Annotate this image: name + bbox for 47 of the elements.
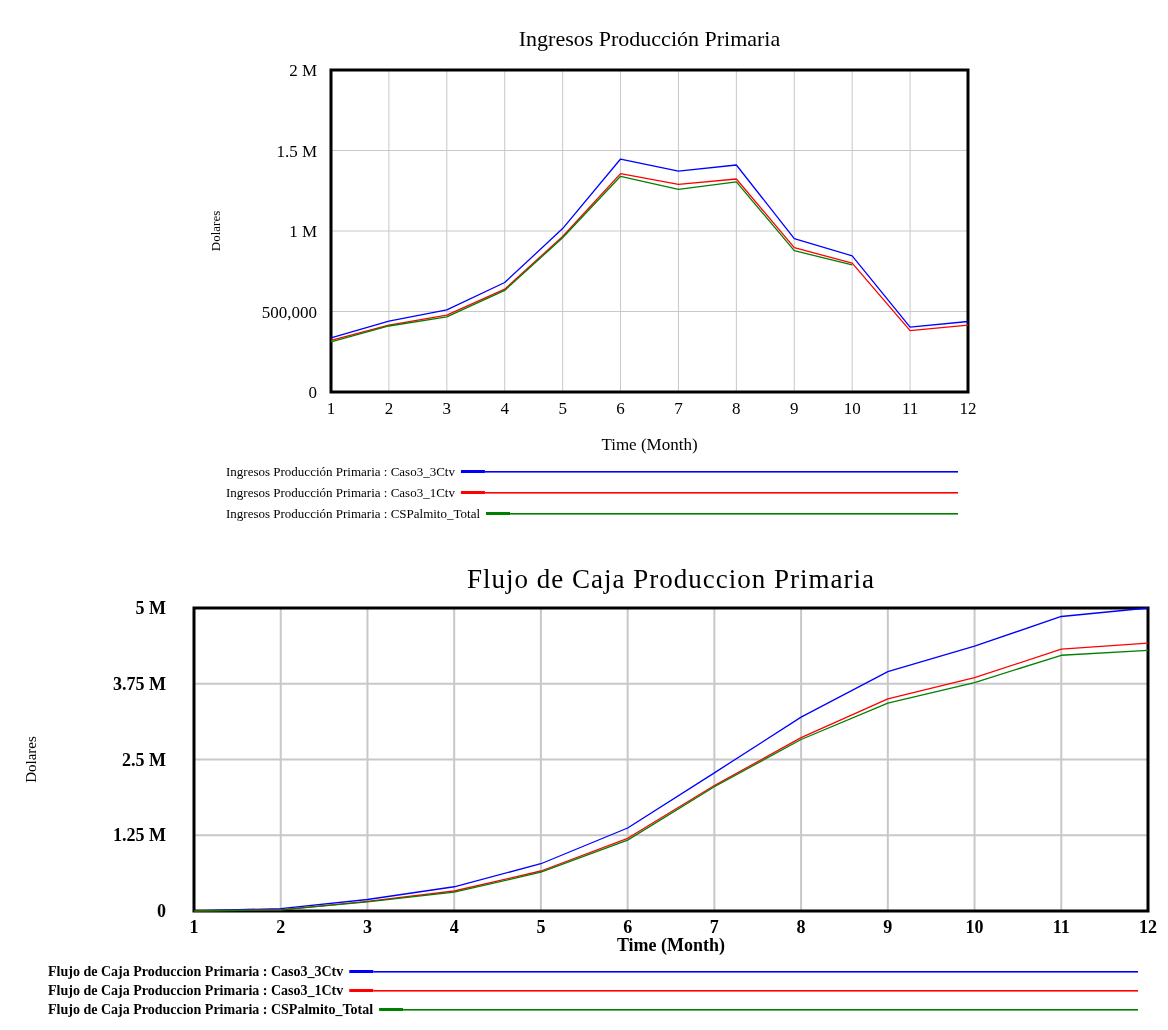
x-tick-label: 11 <box>901 399 919 418</box>
x-tick-label: 6 <box>616 399 625 418</box>
x-tick-label: 2 <box>384 399 394 418</box>
y-tick-label: 2.5 M <box>122 749 166 770</box>
x-tick-label: 12 <box>1139 917 1157 937</box>
x-axis-title: Time (Month) <box>616 935 726 956</box>
y-tick-label: 0 <box>308 383 317 402</box>
legend-label: Flujo de Caja Produccion Primaria : CSPalmito_Total <box>48 1002 374 1017</box>
y-tick-label: 0 <box>157 901 166 921</box>
y-tick-label: 1.5 M <box>276 141 317 161</box>
legend-label: Ingresos Producción Primaria : CSPalmito_Total <box>226 506 481 521</box>
x-tick-label: 8 <box>796 917 806 937</box>
x-tick-label: 1 <box>189 917 199 937</box>
legend-label: Flujo de Caja Produccion Primaria : Caso3_1Ctv <box>48 983 344 998</box>
line-series <box>330 175 853 343</box>
x-tick-label: 10 <box>965 917 984 937</box>
x-tick-label: 12 <box>959 399 977 418</box>
x-tick-label: 9 <box>883 917 893 937</box>
legend-label: Ingresos Producción Primaria : Caso3_3Ctv <box>226 464 456 479</box>
y-tick-label: 5 M <box>135 598 166 618</box>
x-tick-label: 6 <box>623 917 633 937</box>
y-axis-title: Dolares <box>23 736 39 783</box>
y-tick-label: 1.25 M <box>113 825 166 846</box>
x-tick-label: 2 <box>276 917 286 937</box>
x-tick-label: 7 <box>674 399 684 418</box>
x-tick-label: 5 <box>536 917 546 937</box>
x-tick-label: 1 <box>326 399 336 418</box>
y-tick-label: 500,000 <box>261 302 317 322</box>
chart-title: Ingresos Producción Primaria <box>518 26 781 51</box>
y-tick-label: 1 M <box>289 222 317 241</box>
x-tick-label: 5 <box>558 399 567 418</box>
x-tick-label: 4 <box>500 399 510 418</box>
y-axis-title: Dolares <box>208 210 223 252</box>
x-tick-label: 10 <box>843 399 861 418</box>
chart-title: Flujo de Caja Produccion Primaria <box>467 564 875 594</box>
legend-label: Ingresos Producción Primaria : Caso3_1Ctv <box>226 485 456 500</box>
x-tick-label: 4 <box>449 917 459 937</box>
y-tick-label: 3.75 M <box>113 673 166 694</box>
x-tick-label: 3 <box>442 399 452 418</box>
legend-label: Flujo de Caja Produccion Primaria : Caso3_3Ctv <box>48 964 344 979</box>
x-tick-label: 7 <box>709 917 719 937</box>
x-axis-title: Time (Month) <box>601 435 698 454</box>
x-tick-label: 9 <box>790 399 799 418</box>
x-tick-label: 11 <box>1052 917 1070 937</box>
x-tick-label: 8 <box>732 399 741 418</box>
y-tick-label: 2 M <box>289 61 317 80</box>
x-tick-label: 3 <box>362 917 372 937</box>
